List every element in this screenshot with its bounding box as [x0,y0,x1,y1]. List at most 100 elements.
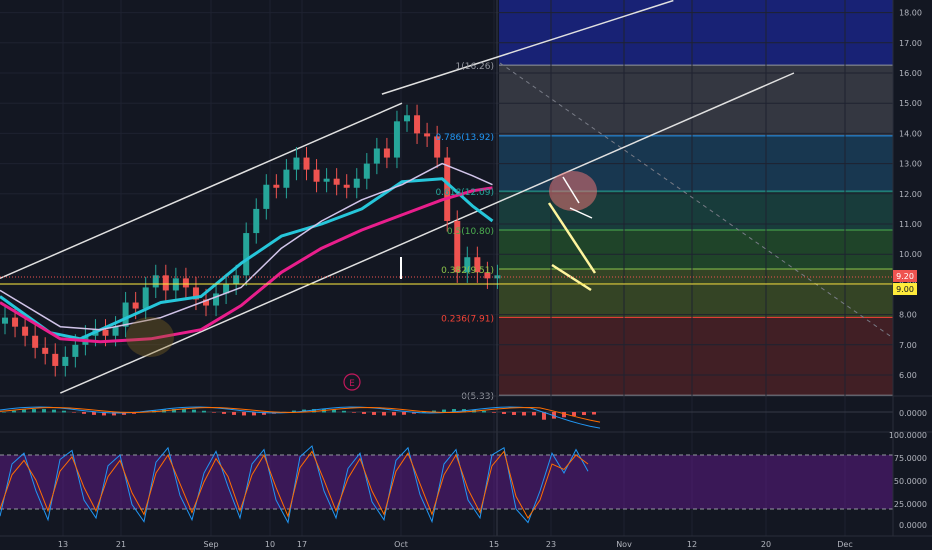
price-axis-tick: 14.00 [899,129,922,138]
macd-line [0,406,601,429]
candle-body [404,115,410,122]
macd-histogram-bar [62,410,66,413]
macd-histogram-bar [2,412,6,413]
stochastic-axis-tick: 50.0000 [894,477,927,486]
candle-body [243,233,250,276]
candle-body [52,353,59,366]
macd-histogram-bar [512,412,516,415]
macd-histogram-bar [402,412,406,415]
price-axis-tick: 12.00 [899,190,922,199]
price-axis-tick: 7.00 [899,341,917,350]
candle-body [303,157,310,170]
stochastic-axis-tick: 25.0000 [894,500,927,509]
macd-histogram-bar [502,412,506,414]
macd-histogram-bar [12,410,16,413]
candle-body [213,293,220,306]
stochastic-axis-tick: 100.0000 [889,431,927,440]
moving-average-line [0,162,493,331]
candle-body [102,329,109,336]
candle-body [203,299,209,306]
candles [2,104,501,377]
candle-body [283,169,290,188]
macd-histogram-bar [102,412,106,416]
candle-body [72,344,79,357]
price-axis-tick: 13.00 [899,160,922,169]
fib-level-label: 1(16.26) [455,62,494,72]
earnings-marker-circle [343,373,361,391]
fib-level-label: 0.382(9.51) [441,266,494,276]
wedge-lower-line [551,263,592,292]
candle-body [464,257,471,273]
macd-histogram-bar [382,412,386,416]
stochastic-pane[interactable]: 100.0000 75.0000 50.0000 25.0000 0.0000 [0,431,932,530]
candle-body [313,169,320,182]
macd-histogram-bar [262,412,266,415]
price-axis-tick: 17.00 [899,39,922,48]
macd-histogram-bar [112,412,116,416]
macd-pane[interactable]: 0.0000 [0,395,932,429]
macd-histogram-bar [242,412,246,416]
candle-body [273,184,280,188]
price-badges: 9.20 9.00 [893,270,917,295]
channel-lines[interactable] [0,0,795,394]
time-axis-tick: Sep [203,540,218,549]
candle-body [152,275,159,288]
macd-axis-tick: 0.0000 [899,409,927,418]
candle-body [353,178,360,188]
macd-histogram-bar [292,410,296,413]
candle-body [363,163,370,179]
time-axis-tick: Nov [616,540,632,549]
macd-histogram-bar [182,409,186,413]
macd-histogram-bar [32,409,36,413]
fib-level-label: 0.618(12.09) [435,188,494,198]
moving-average-line [0,186,493,344]
candle-body [42,347,49,354]
stochastic-k-line [0,445,589,525]
price-axis-tick: 16.00 [899,69,922,78]
macd-signal-line [0,406,601,423]
candle-body [32,335,39,348]
macd-histogram-bar [312,409,316,413]
macd-histogram-bar [442,409,446,413]
candle-body [373,148,380,164]
price-badge-bg [893,270,917,282]
white-pointer-line [562,176,580,204]
macd-histogram-bar [192,409,196,413]
candle-body [393,121,400,158]
fib-zone [499,317,893,396]
macd-histogram-bar [212,412,216,413]
highlight-circle-red [549,171,597,211]
candle-body [263,184,270,209]
candle-body [293,157,300,170]
fib-zone [499,268,893,318]
macd-histogram-bar [392,412,396,416]
fib-level-label: 0.236(7.91) [441,314,494,324]
macd-histogram-bar [422,411,426,413]
candle-body [484,272,491,279]
fib-zone [499,230,893,269]
candle-body [233,275,240,285]
candle-body [474,257,481,273]
price-axis-tick: 11.00 [899,220,922,229]
macd-histogram-bar [122,412,126,415]
stochastic-band [0,455,893,509]
candle-body [454,220,461,273]
earnings-marker[interactable]: E [343,373,361,391]
time-axis-tick: 10 [265,540,275,549]
fib-level-label: 0(5.33) [461,392,494,402]
macd-histogram-bar [362,412,366,414]
candle-body [2,317,8,324]
candle-body [223,284,230,294]
moving-averages [0,162,494,344]
time-axis[interactable]: 13 21 Sep 10 17 Oct 15 23 Nov 12 20 Dec [0,535,932,549]
macd-histogram-bar [222,412,226,414]
candle-body [12,317,19,327]
price-axis[interactable]: 18.00 17.00 16.00 15.00 14.00 13.00 12.00 11.00… [892,0,922,536]
candle-body [444,157,451,221]
drawings[interactable] [126,171,597,357]
macd-histogram-bar [542,412,546,420]
time-axis-tick: 17 [297,540,307,549]
price-badge-bg [893,283,917,295]
candle-body [424,133,431,137]
